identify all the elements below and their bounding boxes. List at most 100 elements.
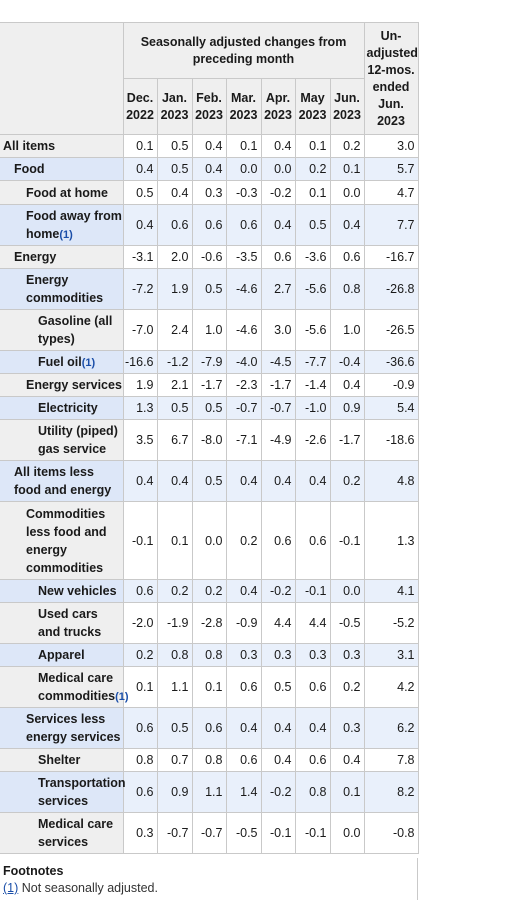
header-month-year: 2023: [264, 107, 292, 122]
value-cell: 0.6: [225, 666, 262, 708]
footnote-ref-link[interactable]: (1): [3, 881, 19, 895]
value-cell: 0.2: [122, 643, 158, 667]
value-cell: 4.4: [294, 602, 331, 644]
value-cell: 0.1: [156, 501, 193, 580]
item-label-cell: Utility (piped) gas service: [0, 419, 124, 461]
value-cell: 0.0: [329, 579, 365, 603]
value-cell: -4.9: [260, 419, 296, 461]
value-cell: 0.9: [329, 396, 365, 420]
value-cell: -0.5: [225, 812, 262, 854]
value-cell: -0.1: [260, 812, 296, 854]
table-body: All items 0.1 0.5 0.4 0.1 0.4 0.1 0.2 3.0 Food 0.4…: [0, 134, 419, 854]
unadjusted-value-cell: 4.8: [363, 460, 419, 502]
value-cell: 0.0: [225, 157, 262, 181]
header-month: Mar. 2023: [225, 78, 262, 135]
value-cell: 0.6: [260, 501, 296, 580]
table-row: Medical care services 0.3 -0.7 -0.7 -0.5 -0.1…: [0, 812, 419, 854]
value-cell: 3.5: [122, 419, 158, 461]
value-cell: 3.0: [260, 309, 296, 351]
header-month: Feb. 2023: [191, 78, 227, 135]
header-month-name: May: [300, 90, 325, 105]
value-cell: 0.2: [225, 501, 262, 580]
unadjusted-value-cell: -16.7: [363, 245, 419, 269]
table-row: Food 0.4 0.5 0.4 0.0 0.0 0.2 0.1 5.7: [0, 157, 419, 181]
table-row: All items less food and energy 0.4 0.4 0.5 0…: [0, 460, 419, 502]
value-cell: 0.4: [225, 460, 262, 502]
value-cell: -5.6: [294, 268, 331, 310]
value-cell: 0.6: [122, 579, 158, 603]
value-cell: 0.3: [329, 707, 365, 749]
item-label: All items less food and energy: [14, 465, 112, 497]
item-label: Food away from home: [26, 208, 122, 241]
item-label: Transportation services: [38, 776, 126, 808]
item-label: Gasoline (all types): [38, 314, 113, 346]
value-cell: -0.9: [225, 602, 262, 644]
value-cell: 0.1: [122, 666, 158, 708]
unadjusted-value-cell: 5.4: [363, 396, 419, 420]
header-month-year: 2023: [160, 107, 189, 122]
footnote-link[interactable]: (1): [81, 356, 96, 369]
value-cell: 0.2: [156, 579, 193, 603]
value-cell: 0.3: [329, 643, 365, 667]
value-cell: -1.0: [294, 396, 331, 420]
item-label-cell: Used cars and trucks: [0, 602, 124, 644]
value-cell: -0.6: [191, 245, 227, 269]
value-cell: -0.1: [329, 501, 365, 580]
value-cell: -0.2: [260, 579, 296, 603]
unadjusted-value-cell: 7.7: [363, 204, 419, 246]
value-cell: -0.7: [260, 396, 296, 420]
value-cell: -1.7: [260, 373, 296, 397]
value-cell: -3.5: [225, 245, 262, 269]
header-month-name: Dec.: [126, 90, 154, 105]
value-cell: 1.0: [191, 309, 227, 351]
header-month: Jun. 2023: [329, 78, 365, 135]
item-label: Shelter: [38, 753, 81, 767]
value-cell: 0.0: [260, 157, 296, 181]
value-cell: 0.1: [329, 771, 365, 813]
value-cell: -0.4: [329, 350, 365, 374]
unadjusted-value-cell: 3.0: [363, 134, 419, 158]
value-cell: 0.5: [260, 666, 296, 708]
item-label-cell: Commodities less food and energy commodi…: [0, 501, 124, 580]
value-cell: 0.4: [122, 460, 158, 502]
header-corner: [0, 22, 124, 135]
value-cell: -8.0: [191, 419, 227, 461]
item-label-cell: Transportation services: [0, 771, 126, 813]
value-cell: 2.0: [156, 245, 193, 269]
value-cell: 0.6: [294, 666, 331, 708]
header-month-year: 2023: [333, 107, 361, 122]
value-cell: 0.8: [191, 748, 227, 772]
value-cell: -3.1: [122, 245, 158, 269]
table-row: Transportation services 0.6 0.9 1.1 1.4 -0.2 0…: [0, 771, 419, 813]
value-cell: 0.3: [294, 643, 331, 667]
item-label: Used cars and trucks: [38, 607, 102, 639]
item-label-cell: Electricity: [0, 396, 124, 420]
footnote-link[interactable]: (1): [115, 690, 129, 703]
header-months-row: Dec. 2022 Jan. 2023 Feb. 2023 Mar. 2023 Apr. 2023…: [0, 78, 418, 135]
value-cell: 0.1: [294, 134, 331, 158]
value-cell: -4.0: [225, 350, 262, 374]
value-cell: 0.1: [329, 157, 365, 181]
value-cell: 0.6: [225, 204, 262, 246]
item-label: Apparel: [38, 648, 85, 662]
item-label: New vehicles: [38, 584, 117, 598]
value-cell: 0.4: [329, 204, 365, 246]
value-cell: -7.9: [191, 350, 227, 374]
table-row: Gasoline (all types) -7.0 2.4 1.0 -4.6 3.0 -5.…: [0, 309, 419, 351]
footnote-link[interactable]: (1): [59, 228, 73, 241]
unadjusted-value-cell: 1.3: [363, 501, 419, 580]
header-month: Apr. 2023: [260, 78, 296, 135]
header-month-year: 2023: [195, 107, 223, 122]
value-cell: 1.4: [225, 771, 262, 813]
value-cell: 1.0: [329, 309, 365, 351]
item-label-cell: Energy: [0, 245, 124, 269]
value-cell: 0.4: [225, 707, 262, 749]
value-cell: -1.9: [156, 602, 193, 644]
value-cell: 0.3: [260, 643, 296, 667]
item-label: Food: [14, 162, 45, 176]
value-cell: -16.6: [122, 350, 158, 374]
value-cell: 0.2: [329, 666, 365, 708]
header-group-label: Seasonally adjusted changes from precedi…: [122, 22, 365, 79]
value-cell: -0.7: [191, 812, 227, 854]
value-cell: 1.9: [156, 268, 193, 310]
